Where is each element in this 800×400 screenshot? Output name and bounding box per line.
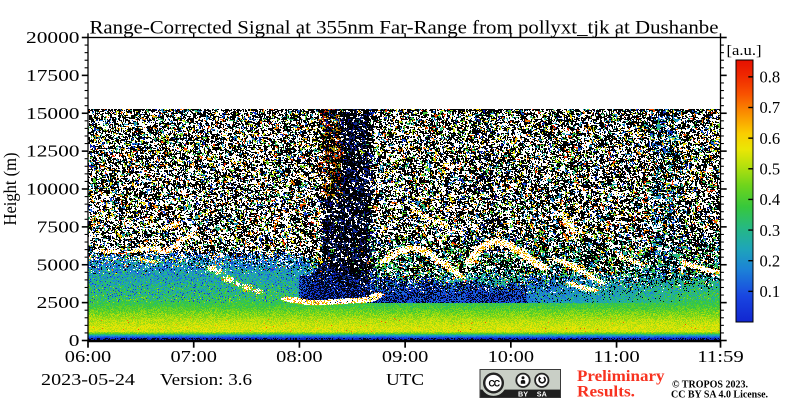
- svg-text:0.7: 0.7: [760, 98, 781, 117]
- svg-text:11:00: 11:00: [593, 347, 640, 366]
- svg-text:Results.: Results.: [577, 383, 635, 400]
- svg-text:0.2: 0.2: [760, 251, 781, 270]
- svg-text:2500: 2500: [37, 293, 80, 312]
- svg-text:15000: 15000: [26, 104, 80, 123]
- svg-text:Preliminary: Preliminary: [577, 368, 665, 385]
- svg-text:09:00: 09:00: [382, 347, 429, 366]
- svg-text:17500: 17500: [26, 66, 80, 85]
- svg-text:10:00: 10:00: [488, 347, 535, 366]
- svg-text:2023-05-24: 2023-05-24: [41, 370, 136, 389]
- svg-text:BY: BY: [518, 389, 528, 398]
- svg-text:[a.u.]: [a.u.]: [727, 43, 762, 59]
- svg-text:UTC: UTC: [386, 370, 424, 389]
- svg-text:07:00: 07:00: [170, 347, 217, 366]
- svg-text:7500: 7500: [37, 217, 80, 236]
- svg-text:11:59: 11:59: [697, 347, 744, 366]
- svg-text:0.1: 0.1: [760, 282, 781, 301]
- svg-text:SA: SA: [537, 389, 547, 398]
- svg-text:08:00: 08:00: [276, 347, 323, 366]
- svg-text:12500: 12500: [26, 142, 80, 161]
- svg-text:© TROPOS 2023.: © TROPOS 2023.: [672, 380, 748, 391]
- svg-text:06:00: 06:00: [65, 347, 112, 366]
- svg-text:CC BY SA 4.0 License.: CC BY SA 4.0 License.: [671, 389, 768, 400]
- svg-text:0.6: 0.6: [760, 129, 781, 148]
- svg-text:0.3: 0.3: [760, 221, 781, 240]
- svg-text:10000: 10000: [26, 180, 80, 199]
- svg-text:0.4: 0.4: [760, 190, 781, 209]
- svg-text:Height (m): Height (m): [0, 152, 20, 225]
- svg-text:Range-Corrected Signal at 355n: Range-Corrected Signal at 355nm Far-Rang…: [90, 18, 719, 39]
- svg-text:Version: 3.6: Version: 3.6: [160, 370, 252, 389]
- svg-text:0.5: 0.5: [760, 159, 781, 178]
- svg-text:CC: CC: [488, 379, 500, 389]
- svg-text:5000: 5000: [37, 255, 80, 274]
- svg-text:0: 0: [69, 331, 80, 350]
- svg-text:20000: 20000: [26, 28, 80, 47]
- svg-text:0.8: 0.8: [760, 68, 781, 87]
